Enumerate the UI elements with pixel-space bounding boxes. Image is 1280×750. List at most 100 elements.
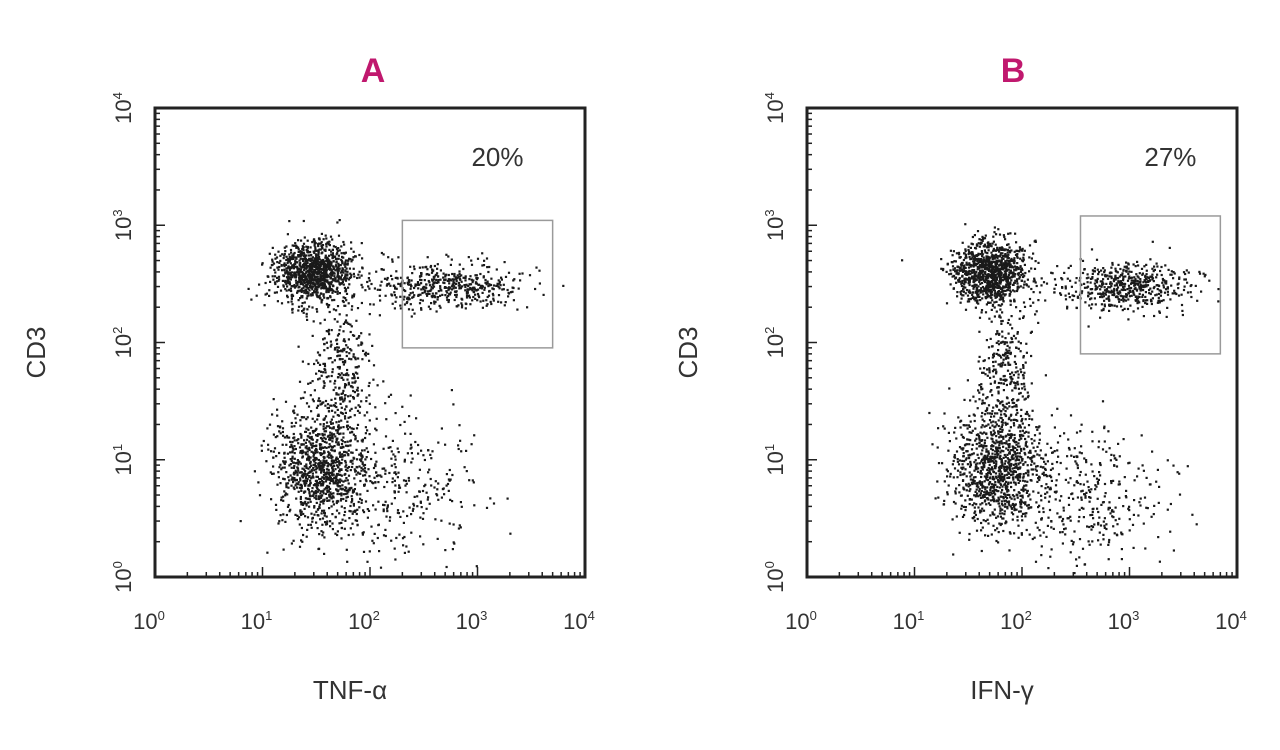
scatter-point	[396, 509, 400, 512]
scatter-point	[1142, 289, 1145, 292]
scatter-point	[354, 519, 357, 522]
scatter-point	[291, 440, 294, 444]
scatter-point	[284, 520, 287, 523]
scatter-point	[328, 463, 331, 466]
scatter-point	[411, 296, 414, 299]
scatter-point	[997, 286, 1000, 289]
scatter-point	[1141, 293, 1144, 296]
scatter-point	[1064, 287, 1067, 290]
scatter-point	[452, 541, 455, 544]
scatter-point	[316, 488, 319, 491]
scatter-point	[303, 416, 306, 419]
scatter-point	[353, 457, 356, 460]
scatter-point	[395, 536, 398, 540]
scatter-point	[347, 259, 350, 262]
scatter-point	[306, 249, 309, 253]
scatter-point	[1145, 273, 1148, 276]
scatter-point	[390, 274, 393, 277]
scatter-point	[366, 560, 369, 563]
scatter-point	[413, 294, 416, 297]
scatter-point	[394, 412, 397, 415]
scatter-point	[328, 268, 332, 271]
scatter-point	[336, 408, 339, 411]
scatter-point	[338, 367, 341, 370]
scatter-point	[356, 372, 359, 375]
scatter-point	[348, 426, 351, 429]
scatter-point	[307, 362, 310, 366]
scatter-point	[469, 283, 473, 286]
scatter-point	[453, 290, 457, 293]
scatter-point	[335, 475, 338, 478]
scatter-point	[268, 289, 271, 292]
scatter-point	[322, 267, 325, 270]
scatter-point	[967, 266, 971, 269]
scatter-point	[1153, 265, 1156, 268]
scatter-point	[967, 250, 971, 253]
scatter-point	[336, 489, 339, 492]
scatter-point	[308, 475, 311, 478]
scatter-point	[353, 414, 356, 417]
scatter-point	[471, 299, 474, 302]
scatter-point	[1143, 285, 1146, 288]
scatter-point	[326, 455, 329, 458]
scatter-point	[1156, 265, 1159, 268]
scatter-point	[1095, 279, 1099, 283]
scatter-point	[315, 440, 318, 444]
scatter-point	[409, 287, 412, 290]
scatter-point	[997, 228, 1000, 231]
scatter-point	[382, 510, 385, 513]
scatter-point	[336, 464, 339, 467]
scatter-point	[998, 233, 1002, 236]
scatter-point	[328, 437, 332, 440]
scatter-point	[368, 333, 371, 336]
scatter-point	[339, 473, 342, 476]
scatter-point	[335, 441, 338, 444]
scatter-point	[327, 281, 330, 284]
scatter-point	[305, 466, 308, 470]
scatter-point	[414, 285, 417, 288]
scatter-point	[303, 263, 307, 266]
scatter-point	[288, 253, 291, 256]
scatter-point	[973, 283, 976, 286]
scatter-point	[326, 297, 329, 300]
scatter-point	[302, 286, 305, 289]
scatter-point	[999, 275, 1002, 278]
scatter-point	[964, 257, 967, 260]
scatter-point	[1019, 285, 1022, 288]
scatter-point	[475, 565, 478, 568]
scatter-point	[302, 451, 305, 454]
scatter-point	[502, 288, 505, 291]
scatter-point	[410, 315, 413, 318]
scatter-point	[326, 489, 329, 492]
scatter-point	[447, 287, 450, 290]
scatter-point	[323, 436, 326, 439]
scatter-point	[329, 478, 332, 481]
scatter-point	[319, 400, 322, 403]
scatter-point	[1121, 309, 1124, 312]
scatter-point	[366, 516, 369, 519]
scatter-point	[401, 537, 405, 540]
scatter-point	[314, 246, 317, 249]
scatter-point	[1104, 275, 1108, 278]
scatter-point	[450, 389, 453, 392]
scatter-point	[1136, 279, 1139, 282]
scatter-point	[966, 294, 970, 297]
scatter-point	[475, 288, 478, 292]
scatter-point	[276, 425, 280, 428]
scatter-point	[1010, 272, 1013, 275]
scatter-point	[336, 443, 339, 446]
scatter-point	[974, 246, 977, 250]
scatter-point	[368, 433, 371, 436]
scatter-point	[367, 384, 370, 388]
scatter-point	[491, 287, 494, 290]
scatter-point	[330, 264, 333, 267]
scatter-point	[1160, 273, 1163, 277]
scatter-point	[1120, 298, 1123, 301]
scatter-point	[302, 251, 305, 254]
scatter-point	[332, 308, 335, 311]
scatter-point	[397, 256, 400, 259]
scatter-point	[272, 433, 275, 436]
scatter-point	[338, 283, 342, 286]
scatter-point	[338, 354, 342, 357]
scatter-point	[472, 290, 476, 293]
